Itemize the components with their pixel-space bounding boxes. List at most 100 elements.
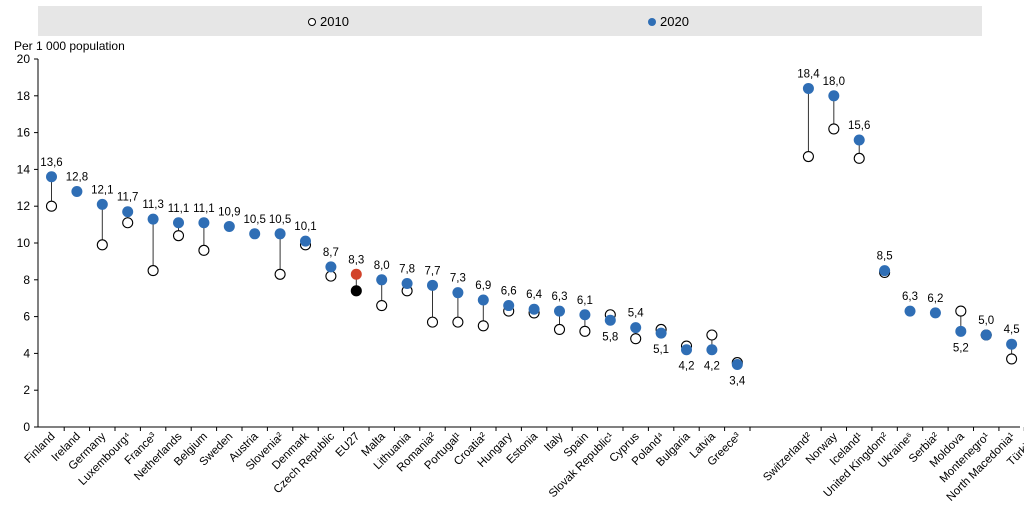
data-label: 4,2	[679, 361, 695, 373]
data-label: 10,1	[294, 221, 316, 233]
data-label: 6,1	[577, 295, 593, 307]
point-2010	[828, 123, 840, 135]
data-label: 6,9	[475, 280, 491, 292]
point-2020	[401, 277, 413, 289]
y-axis-unit-label: Per 1 000 population	[14, 39, 125, 53]
point-2020	[802, 82, 814, 94]
data-label: 5,4	[628, 308, 645, 320]
point-2010	[325, 270, 337, 282]
y-tick-label: 20	[17, 52, 31, 66]
y-tick-label: 16	[17, 126, 31, 140]
point-2020	[955, 325, 967, 337]
data-label: 5,2	[953, 342, 969, 354]
data-label: 10,5	[244, 214, 266, 226]
category-label: Finland	[22, 431, 57, 466]
point-2020	[452, 287, 464, 299]
data-label: 8,5	[877, 251, 893, 263]
point-2010	[553, 323, 566, 336]
data-label: 6,3	[902, 291, 918, 303]
point-2020	[376, 274, 388, 286]
data-label: 11,1	[193, 203, 215, 215]
data-label: 18,0	[823, 76, 845, 88]
legend-label-2010: 2010	[320, 14, 349, 29]
point-2020	[554, 305, 565, 317]
point-2020	[122, 206, 134, 218]
point-2020	[604, 314, 616, 326]
point-2010	[122, 217, 134, 229]
point-2020	[828, 90, 840, 102]
point-2020	[503, 300, 515, 312]
data-label: 5,0	[978, 315, 994, 327]
point-2010	[350, 285, 362, 297]
point-2010	[955, 305, 967, 317]
data-label: 5,1	[653, 344, 669, 356]
point-2020	[274, 228, 286, 240]
y-tick-label: 14	[17, 162, 31, 176]
data-label: 7,7	[425, 265, 441, 277]
point-2010	[579, 325, 591, 337]
data-label: 10,9	[218, 206, 240, 218]
data-label: 13,6	[40, 157, 62, 169]
data-label: 8,3	[348, 254, 364, 266]
data-label: 4,5	[1004, 324, 1020, 336]
data-label: 6,3	[552, 291, 568, 303]
point-2020	[706, 344, 718, 356]
legend-item-2010: 2010	[308, 14, 349, 29]
data-label: 12,1	[91, 184, 113, 196]
legend-marker-2010	[308, 17, 316, 26]
point-2010	[802, 150, 814, 163]
point-2020	[173, 217, 184, 229]
point-2020	[980, 329, 992, 341]
data-label: 5,8	[602, 331, 618, 343]
point-2010	[630, 333, 642, 345]
data-label: 10,5	[269, 214, 291, 226]
data-label: 3,4	[729, 375, 746, 387]
point-2020	[477, 294, 489, 306]
point-2010	[706, 329, 718, 341]
point-2020	[427, 279, 438, 291]
point-2020	[71, 185, 83, 197]
data-label: 7,8	[399, 263, 415, 275]
y-tick-label: 2	[23, 383, 30, 397]
point-2020	[579, 309, 591, 321]
point-2010	[426, 316, 439, 328]
point-2020	[528, 303, 540, 315]
point-2020	[350, 268, 362, 280]
point-2020	[96, 198, 108, 210]
point-2020	[147, 213, 159, 225]
data-label: 8,0	[374, 260, 390, 272]
point-2010	[274, 268, 286, 280]
data-label: 11,1	[168, 203, 190, 215]
point-2010	[96, 239, 108, 251]
point-2020	[879, 265, 891, 277]
point-2020	[325, 261, 337, 273]
point-2020	[249, 228, 261, 240]
point-2010	[376, 300, 388, 312]
legend-label-2020: 2020	[660, 14, 689, 29]
y-tick-label: 6	[23, 310, 30, 324]
point-2010	[172, 230, 185, 242]
data-label: 12,8	[66, 171, 88, 183]
data-label: 18,4	[797, 68, 820, 80]
point-2020	[655, 327, 667, 339]
point-2010	[147, 265, 159, 277]
point-2010	[198, 244, 210, 256]
chart-legend: 2010 2020	[38, 6, 982, 36]
y-tick-label: 18	[17, 89, 31, 103]
data-label: 4,2	[704, 361, 720, 373]
point-2010	[1006, 353, 1018, 365]
data-label: 6,4	[526, 289, 543, 301]
data-label: 15,6	[848, 120, 870, 132]
y-tick-label: 0	[23, 420, 30, 434]
point-2020	[1006, 338, 1018, 350]
point-2020	[681, 344, 692, 356]
point-2020	[904, 305, 916, 317]
point-2020	[929, 307, 941, 319]
legend-marker-2020	[648, 17, 656, 26]
y-tick-label: 10	[17, 236, 31, 250]
data-label: 11,3	[142, 199, 164, 211]
legend-item-2020: 2020	[648, 14, 689, 29]
data-label: 6,2	[927, 293, 943, 305]
y-tick-label: 12	[17, 199, 31, 213]
